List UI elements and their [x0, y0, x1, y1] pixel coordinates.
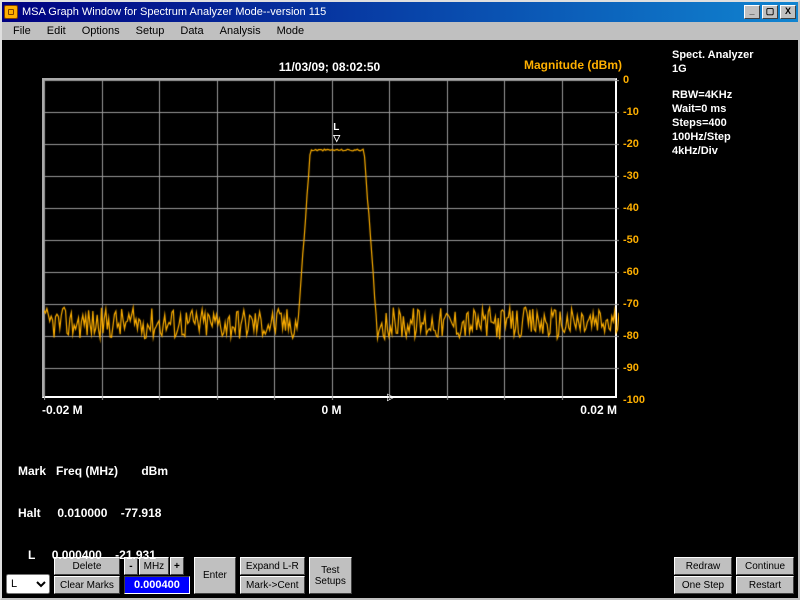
menu-item[interactable]: File [6, 24, 38, 38]
menu-item[interactable]: Options [75, 24, 127, 38]
title-bar: MSA Graph Window for Spectrum Analyzer M… [2, 2, 798, 22]
close-button[interactable]: X [780, 5, 796, 19]
mode-label: Spect. Analyzer [672, 48, 792, 62]
y-tick: -100 [623, 394, 645, 406]
test-setups-button[interactable]: TestSetups [309, 557, 352, 594]
restart-button[interactable]: Restart [736, 576, 794, 594]
side-info: Spect. Analyzer 1G RBW=4KHzWait=0 msStep… [672, 48, 792, 158]
marker-table: Mark Freq (MHz) dBm Halt 0.010000 -77.91… [18, 436, 168, 590]
side-param: Steps=400 [672, 116, 792, 130]
y-tick: -80 [623, 330, 639, 342]
onestep-button[interactable]: One Step [674, 576, 732, 594]
enter-button[interactable]: Enter [194, 557, 236, 594]
marker-row: L 0.000400 -21.931 [18, 548, 168, 562]
y-tick: -90 [623, 362, 639, 374]
x-left: -0.02 M [42, 403, 83, 417]
menu-item[interactable]: Edit [40, 24, 73, 38]
y-tick: -40 [623, 202, 639, 214]
side-param: Wait=0 ms [672, 102, 792, 116]
menu-bar: FileEditOptionsSetupDataAnalysisMode [2, 22, 798, 40]
menu-item[interactable]: Setup [129, 24, 172, 38]
freq-increment-button[interactable]: + [170, 557, 184, 575]
redraw-button[interactable]: Redraw [674, 557, 732, 575]
marker-table-header: Mark Freq (MHz) dBm [18, 464, 168, 478]
menu-item[interactable]: Mode [270, 24, 312, 38]
y-tick: -10 [623, 106, 639, 118]
mode-band: 1G [672, 62, 792, 76]
side-param: RBW=4KHz [672, 88, 792, 102]
y-tick: 0 [623, 74, 629, 86]
chart-trace [44, 80, 619, 400]
side-param: 4kHz/Div [672, 144, 792, 158]
sweep-cursor-icon: ▷ [387, 392, 395, 403]
app-icon [4, 5, 18, 19]
side-param: 100Hz/Step [672, 130, 792, 144]
y-tick: -20 [623, 138, 639, 150]
chart-area: 11/03/09; 08:02:50 Magnitude (dBm) -0.02… [42, 60, 617, 460]
maximize-button[interactable]: ▢ [762, 5, 778, 19]
y-tick: -60 [623, 266, 639, 278]
marker-L: L▽ [333, 122, 340, 144]
x-center: 0 M [321, 403, 341, 417]
menu-item[interactable]: Data [173, 24, 210, 38]
content-area: Spect. Analyzer 1G RBW=4KHzWait=0 msStep… [2, 40, 798, 550]
x-right: 0.02 M [580, 403, 617, 417]
mark-to-cent-button[interactable]: Mark->Cent [240, 576, 305, 594]
y-tick: -70 [623, 298, 639, 310]
window-title: MSA Graph Window for Spectrum Analyzer M… [22, 6, 326, 18]
x-axis: -0.02 M 0 M 0.02 M [42, 403, 617, 417]
y-axis-label: Magnitude (dBm) [524, 58, 622, 72]
menu-item[interactable]: Analysis [213, 24, 268, 38]
app-window: MSA Graph Window for Spectrum Analyzer M… [0, 0, 800, 600]
y-tick: -50 [623, 234, 639, 246]
expand-lr-button[interactable]: Expand L-R [240, 557, 305, 575]
continue-button[interactable]: Continue [736, 557, 794, 575]
marker-row: Halt 0.010000 -77.918 [18, 506, 168, 520]
y-tick: -30 [623, 170, 639, 182]
minimize-button[interactable]: _ [744, 5, 760, 19]
